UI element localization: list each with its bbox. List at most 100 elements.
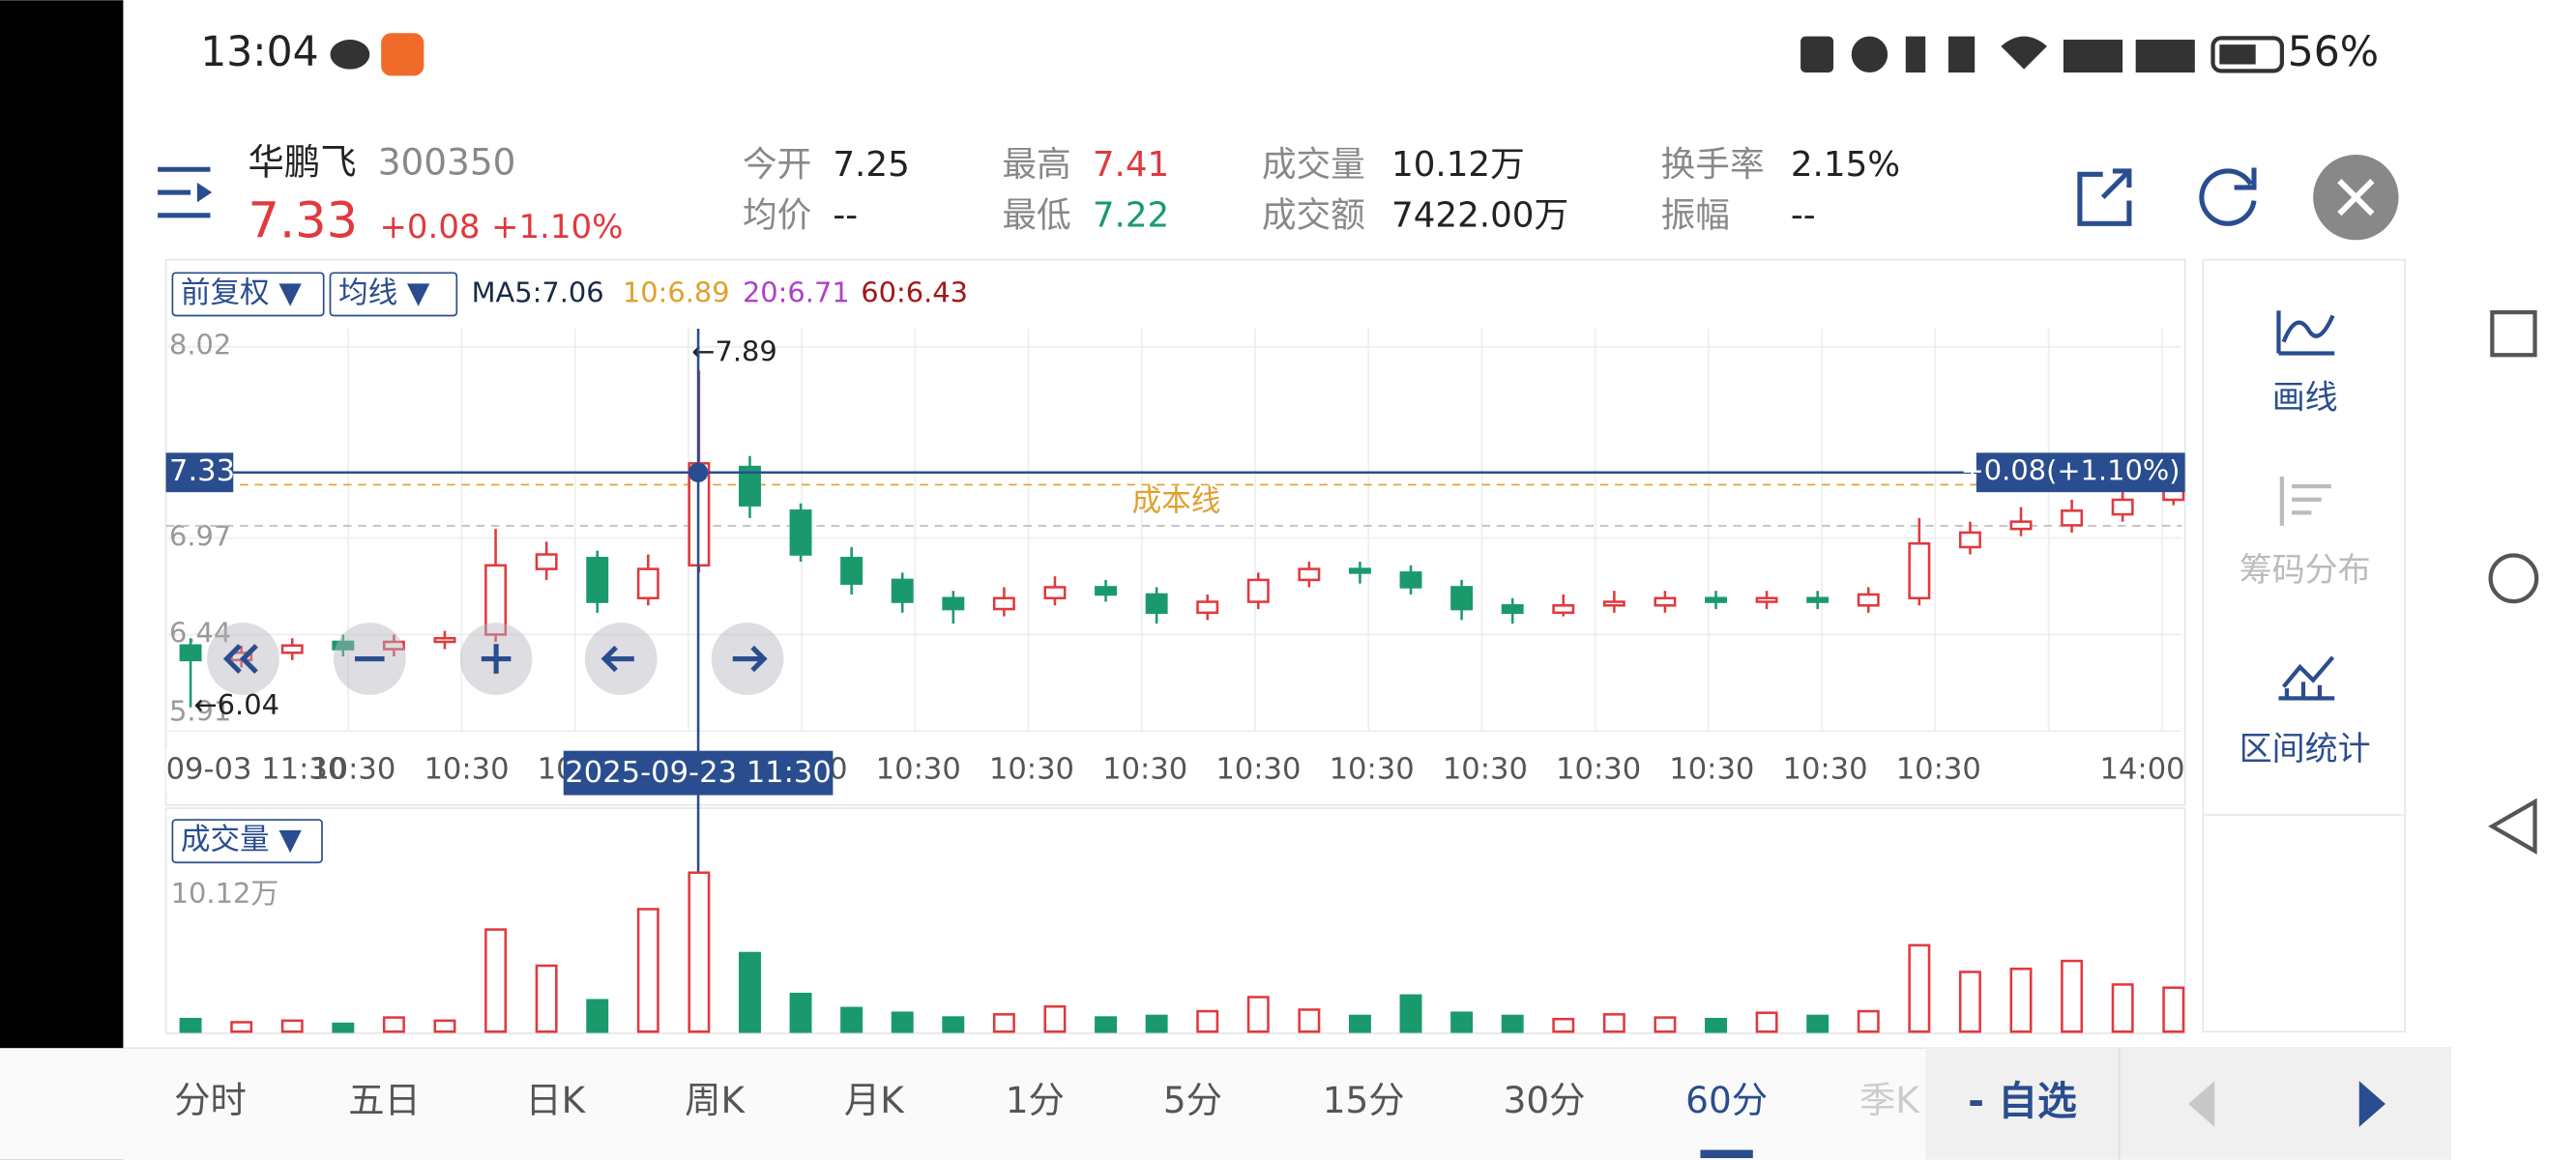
volume-title: 成交量 ▼ bbox=[181, 824, 302, 857]
low-annotation: ←6.04 bbox=[193, 688, 279, 721]
stat-value: -- bbox=[833, 196, 858, 236]
cursor-change-box bbox=[1976, 452, 2185, 493]
chips-icon[interactable] bbox=[2279, 476, 2331, 526]
chart-nav-icon bbox=[732, 645, 768, 673]
tab[interactable]: 15分 bbox=[1323, 1079, 1405, 1121]
stat-value: 7.25 bbox=[833, 145, 909, 185]
tab[interactable]: 30分 bbox=[1504, 1079, 1586, 1121]
stat-label: 最高 bbox=[1002, 145, 1070, 185]
volume-bar bbox=[382, 1016, 405, 1033]
nav-home[interactable] bbox=[2488, 553, 2539, 604]
volume-bar bbox=[688, 871, 711, 1033]
nav-back[interactable] bbox=[2488, 798, 2537, 856]
close-button[interactable] bbox=[2313, 154, 2399, 241]
volume-bar bbox=[1501, 1014, 1524, 1033]
wechat-icon bbox=[330, 40, 370, 70]
candle-body bbox=[1298, 567, 1321, 582]
sidebar-item[interactable]: 区间统计 bbox=[2239, 730, 2371, 768]
crosshair-dot bbox=[688, 462, 709, 482]
volume-bar bbox=[586, 999, 609, 1033]
volume-bar bbox=[739, 951, 761, 1033]
tab[interactable]: 日K bbox=[525, 1079, 586, 1121]
nav-recents[interactable] bbox=[2490, 309, 2537, 358]
volume-bar bbox=[280, 1019, 304, 1033]
stat-value: 10.12万 bbox=[1391, 145, 1525, 185]
volume-button[interactable] bbox=[171, 819, 323, 864]
time-label: 10:30 bbox=[1215, 753, 1301, 787]
adjust-button[interactable] bbox=[171, 272, 325, 317]
candle-body bbox=[789, 509, 812, 556]
y-tick-label: 6.97 bbox=[169, 520, 231, 553]
stat-value: 7.41 bbox=[1093, 145, 1169, 185]
volume-bar bbox=[1298, 1008, 1321, 1033]
volume-bar bbox=[636, 908, 659, 1033]
volume-bar bbox=[1908, 943, 1931, 1033]
ma-button[interactable] bbox=[329, 272, 458, 317]
sidebar-item[interactable]: 筹码分布 bbox=[2239, 551, 2371, 590]
app-icon bbox=[381, 33, 424, 76]
candle-body bbox=[280, 644, 304, 654]
left-bezel bbox=[0, 0, 124, 1160]
candle-body bbox=[1602, 600, 1625, 607]
tab[interactable]: 1分 bbox=[1006, 1079, 1065, 1121]
y-tick-label: 5.91 bbox=[169, 695, 231, 728]
time-label: 10:30 bbox=[1783, 753, 1868, 787]
tab[interactable]: 季K bbox=[1859, 1079, 1920, 1121]
candle-body bbox=[1095, 586, 1118, 596]
ma-label: 均线 ▼ bbox=[338, 276, 430, 310]
volume-bar bbox=[1095, 1016, 1118, 1033]
tab[interactable]: 月K bbox=[844, 1079, 905, 1121]
draw-icon[interactable] bbox=[2276, 310, 2335, 356]
candle-body bbox=[739, 465, 761, 507]
next-button[interactable] bbox=[2358, 1081, 2386, 1127]
volume-bar bbox=[1450, 1011, 1474, 1033]
tab[interactable]: 分时 bbox=[174, 1079, 247, 1121]
volume-bar bbox=[2009, 967, 2033, 1033]
y-tick-label: 8.02 bbox=[169, 329, 231, 362]
volume-bar bbox=[2162, 986, 2185, 1033]
candle-body bbox=[586, 557, 609, 603]
time-label: 10:30 bbox=[424, 753, 509, 787]
stock-code: 300350 bbox=[378, 141, 516, 184]
volume-bar bbox=[1145, 1014, 1168, 1033]
candle-body bbox=[1755, 596, 1778, 603]
volume-bar bbox=[1552, 1017, 1575, 1033]
watchlist-button[interactable]: - 自选 bbox=[1968, 1078, 2077, 1124]
candle-body bbox=[1043, 586, 1067, 600]
tab[interactable]: 周K bbox=[685, 1079, 746, 1121]
candle-body bbox=[2009, 520, 2033, 531]
volume-bar bbox=[332, 1022, 355, 1033]
volume-bar bbox=[1755, 1011, 1778, 1033]
volume-bar bbox=[1857, 1009, 1880, 1033]
ma-value: 10:6.89 bbox=[623, 276, 730, 308]
stat-label: 成交额 bbox=[1262, 196, 1365, 236]
candle-body bbox=[1450, 586, 1474, 611]
clock: 13:04 bbox=[200, 29, 318, 76]
prev-button[interactable] bbox=[2188, 1081, 2215, 1127]
tab[interactable]: 60分 bbox=[1685, 1079, 1768, 1121]
sidebar-item[interactable]: 画线 bbox=[2272, 379, 2338, 418]
stats-icon[interactable] bbox=[2278, 655, 2335, 701]
nav-bar bbox=[2450, 0, 2576, 1160]
time-label: 10:30 bbox=[1443, 753, 1528, 787]
volume-bar bbox=[1348, 1014, 1371, 1033]
tab[interactable]: 五日 bbox=[348, 1079, 421, 1121]
volume-bar bbox=[230, 1021, 253, 1033]
stat-label: 成交量 bbox=[1262, 145, 1365, 185]
candle-body bbox=[1246, 578, 1270, 603]
volume-max-label: 10.12万 bbox=[171, 877, 279, 910]
volume-bar bbox=[942, 1016, 965, 1033]
stat-value: 2.15% bbox=[1791, 145, 1900, 185]
tab[interactable]: 5分 bbox=[1163, 1079, 1222, 1121]
share-button[interactable] bbox=[2077, 168, 2132, 226]
candle-body bbox=[1806, 596, 1830, 603]
volume-bar bbox=[992, 1013, 1015, 1033]
time-label-bg bbox=[165, 748, 347, 793]
stat-label: 振幅 bbox=[1661, 196, 1730, 236]
volume-panel bbox=[164, 807, 2186, 1034]
refresh-button[interactable] bbox=[2199, 167, 2257, 226]
menu-button[interactable] bbox=[158, 166, 213, 218]
volume-bar bbox=[840, 1006, 864, 1033]
cost-line-label: 成本线 bbox=[1132, 485, 1221, 519]
